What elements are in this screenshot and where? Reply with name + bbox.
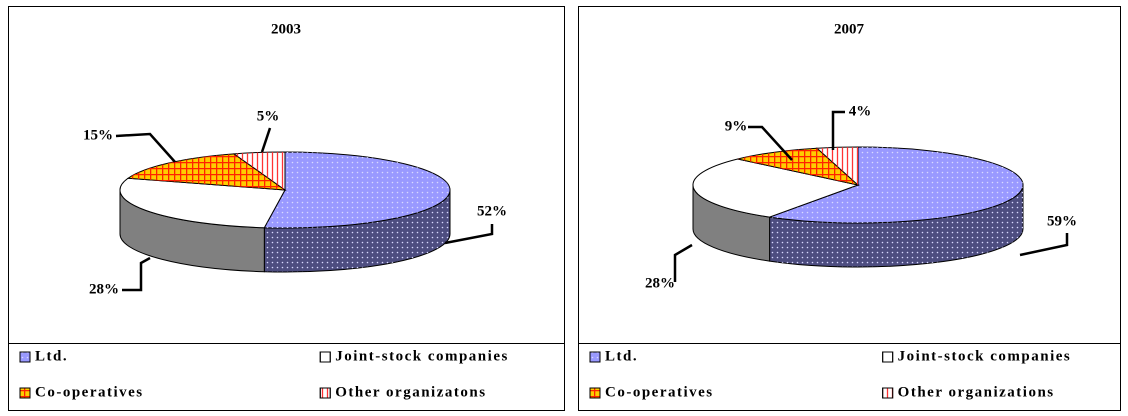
chart-title: 2003 xyxy=(271,21,301,37)
legend-label: Co-operatives xyxy=(35,384,144,400)
leader-line xyxy=(673,243,693,282)
panel xyxy=(8,6,565,411)
slice-pattern xyxy=(769,147,1023,223)
data-label: 59% xyxy=(1047,213,1077,229)
chart-title: 2007 xyxy=(834,21,865,37)
slice-pattern xyxy=(692,158,858,218)
data-label: 28% xyxy=(89,281,119,297)
legend-label: Joint-stock companies xyxy=(898,348,1072,364)
legend-swatch-pattern xyxy=(882,387,894,399)
legend-swatch-pattern xyxy=(589,351,601,363)
leader-line xyxy=(444,224,494,245)
legend-swatch-pattern xyxy=(19,387,31,399)
legend-label: Ltd. xyxy=(35,348,68,364)
slice-side-pattern xyxy=(693,185,770,262)
legend-swatch-pattern xyxy=(319,351,331,363)
panel xyxy=(578,6,1121,411)
slice-side-pattern xyxy=(769,185,1023,267)
data-label: 52% xyxy=(477,203,507,219)
legend-label: Ltd. xyxy=(605,348,638,364)
leader-line xyxy=(260,127,272,153)
legend-swatch-pattern xyxy=(882,351,894,363)
leader-line xyxy=(748,125,793,161)
legend-label: Other organizations xyxy=(898,384,1055,400)
leader-line xyxy=(1019,233,1069,257)
slice-pattern xyxy=(816,147,858,185)
legend-label: Joint-stock companies xyxy=(335,348,509,364)
data-label: 15% xyxy=(83,127,113,143)
legend-label: Co-operatives xyxy=(605,384,714,400)
slice-pattern xyxy=(128,153,285,190)
legend-swatch-pattern xyxy=(319,387,331,399)
leader-line xyxy=(831,110,845,150)
slice-pattern xyxy=(264,152,450,228)
legend-swatch-pattern xyxy=(19,351,31,363)
leader-line xyxy=(115,132,176,163)
data-label: 4% xyxy=(849,103,872,119)
legend-swatch-pattern xyxy=(589,387,601,399)
slice-pattern xyxy=(737,148,858,185)
data-label: 28% xyxy=(645,275,675,291)
data-label: 9% xyxy=(725,118,748,134)
slice-side-pattern xyxy=(264,190,450,272)
slice-pattern xyxy=(234,152,285,190)
leader-line xyxy=(122,256,151,292)
legend-label: Other organizatons xyxy=(335,384,486,400)
slice-pattern xyxy=(119,178,285,228)
data-label: 5% xyxy=(257,108,280,124)
slice-side-pattern xyxy=(120,190,265,272)
